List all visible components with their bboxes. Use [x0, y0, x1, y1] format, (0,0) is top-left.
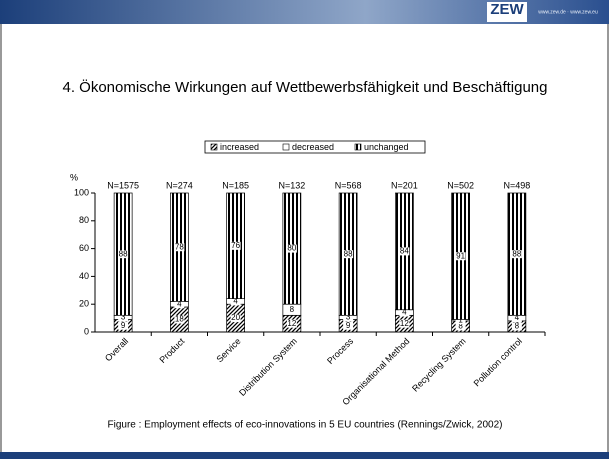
data-label-bg [118, 313, 129, 322]
data-label: 4 [402, 308, 407, 317]
data-label-bg [230, 241, 241, 250]
data-label: 3 [121, 313, 126, 322]
data-label-bg [343, 321, 354, 330]
data-label-bg [511, 250, 522, 259]
data-label-bg [118, 321, 129, 330]
data-label: 4 [177, 299, 182, 308]
data-label: 12 [400, 319, 409, 328]
n-label: N=1575 [107, 180, 139, 190]
data-label-bg [399, 319, 410, 328]
x-tick-label: Distribution System [237, 336, 299, 398]
data-label: 8 [458, 322, 463, 331]
y-tick-label: 40 [79, 271, 89, 281]
x-tick-label: Service [214, 336, 242, 364]
y-tick-label: 20 [79, 299, 89, 309]
y-axis-label: % [70, 172, 78, 182]
data-label: 84 [400, 246, 409, 255]
data-label-bg [455, 252, 466, 261]
bottom-bar [0, 452, 609, 459]
data-label: 4 [233, 297, 238, 306]
data-label: 8 [515, 322, 520, 331]
logo: ZEW [490, 1, 524, 18]
n-label: N=502 [447, 180, 474, 190]
data-label-bg [230, 297, 241, 306]
data-label-bg [399, 247, 410, 256]
y-tick-label: 100 [74, 187, 89, 197]
slide-title: 4. Ökonomische Wirkungen auf Wettbewerbs… [63, 78, 548, 96]
caption: Figure : Employment effects of eco-innov… [108, 420, 503, 431]
x-tick-label: Recycling System [410, 336, 468, 394]
data-label-bg [174, 300, 185, 309]
data-label: 80 [287, 244, 296, 253]
data-label: 76 [231, 241, 240, 250]
data-label: 8 [290, 305, 295, 314]
data-label: 88 [344, 249, 353, 258]
legend-label: decreased [292, 142, 334, 152]
data-label-bg [174, 315, 185, 324]
logo-box [487, 2, 527, 22]
data-label: 78 [175, 242, 184, 251]
data-label-bg [286, 244, 297, 253]
data-label-bg [511, 314, 522, 323]
n-label: N=201 [391, 180, 418, 190]
data-label: 4 [515, 313, 520, 322]
data-label-bg [286, 319, 297, 328]
y-tick-label: 0 [84, 326, 89, 336]
data-label: 18 [175, 315, 184, 324]
n-label: N=568 [335, 180, 362, 190]
data-label-bg [343, 313, 354, 322]
x-tick-label: Product [157, 336, 186, 365]
data-label-bg [174, 243, 185, 252]
data-label-bg [455, 316, 466, 325]
data-label-bg [118, 250, 129, 259]
y-tick-label: 80 [79, 215, 89, 225]
data-label-bg [343, 250, 354, 259]
data-label: 91 [456, 251, 465, 260]
legend-swatch [354, 143, 362, 151]
data-label: 9 [346, 321, 351, 330]
data-label: 88 [119, 249, 128, 258]
legend-box [204, 140, 426, 154]
n-label: N=132 [278, 180, 305, 190]
x-tick-label: Overall [103, 336, 130, 363]
legend-swatch [282, 143, 290, 151]
data-label: 9 [121, 321, 126, 330]
data-label: 12 [287, 319, 296, 328]
data-label: 88 [512, 249, 521, 258]
data-label: 3 [346, 313, 351, 322]
data-label-bg [511, 322, 522, 331]
data-label-bg [455, 322, 466, 331]
n-label: N=185 [222, 180, 249, 190]
x-tick-label: Process [325, 336, 355, 366]
y-tick-label: 60 [79, 243, 89, 253]
data-label-bg [399, 308, 410, 317]
data-label-bg [230, 314, 241, 323]
legend-label: unchanged [364, 142, 409, 152]
data-label-bg [286, 305, 297, 314]
n-label: N=498 [503, 180, 530, 190]
legend-label: increased [220, 142, 259, 152]
legend-swatch [210, 143, 218, 151]
n-label: N=274 [166, 180, 193, 190]
x-tick-label: Pollution control [472, 336, 524, 388]
url: www.zew.de · www.zew.eu [538, 9, 598, 15]
data-label: 20 [231, 313, 240, 322]
